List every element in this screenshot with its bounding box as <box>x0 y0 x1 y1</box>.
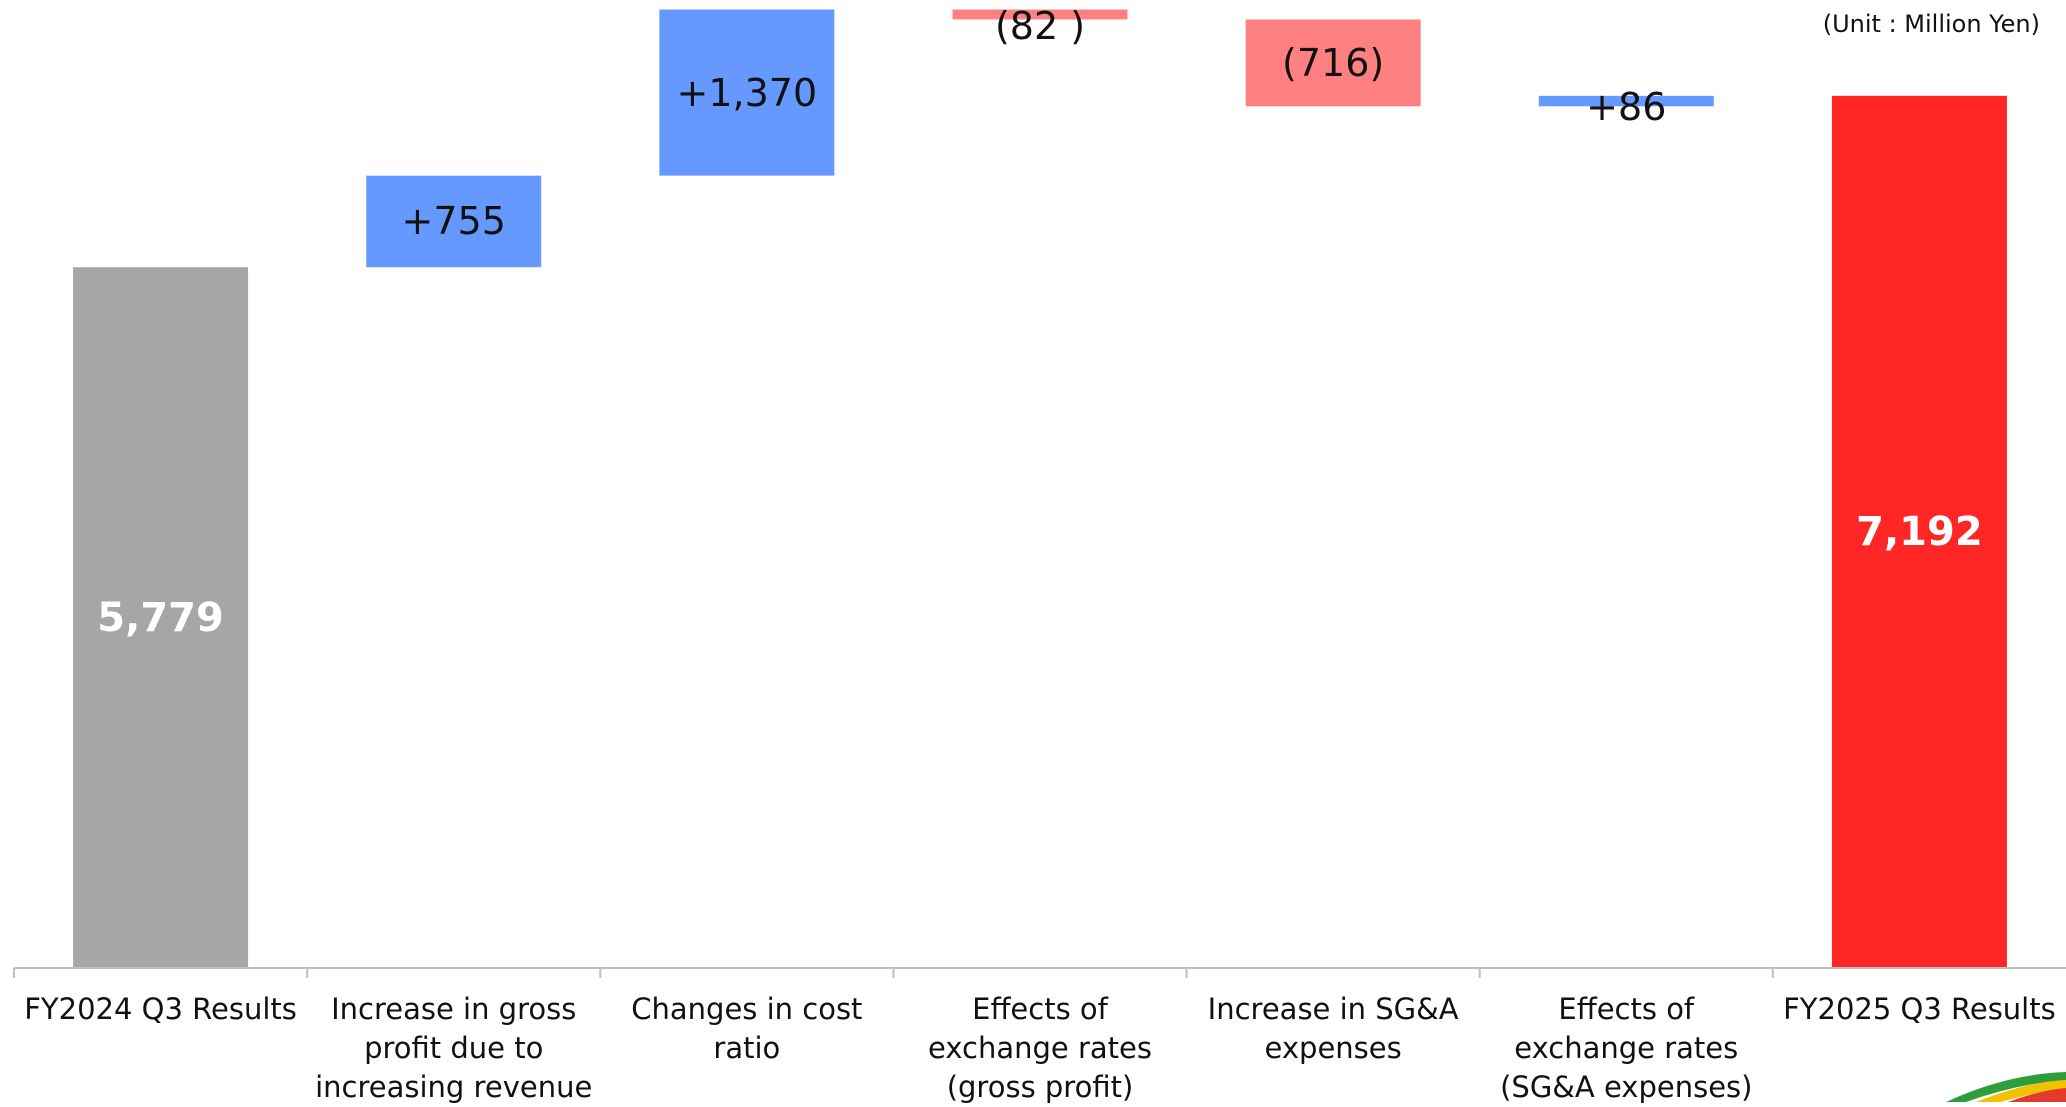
value-label-6: +86 <box>1586 85 1667 130</box>
category-label-7: FY2025 Q3 Results <box>1783 992 2056 1026</box>
category-label-3: Changes in cost ratio <box>631 992 863 1065</box>
bar-1 <box>73 267 249 968</box>
value-label-2: +755 <box>401 199 506 244</box>
bar-5 <box>1245 19 1421 107</box>
bar-7 <box>1831 95 2007 968</box>
value-label-5: (716) <box>1282 40 1385 85</box>
corner-swoosh-decoration <box>1946 1072 2066 1102</box>
value-label-4: (82 ) <box>994 4 1086 48</box>
bars-layer <box>73 9 2007 968</box>
unit-note: (Unit : Million Yen) <box>1822 10 2040 38</box>
value-label-1: 5,779 <box>97 594 224 641</box>
bar-6 <box>1538 95 1714 107</box>
category-label-6: Effects of exchange rates (SG&A expenses… <box>1500 992 1753 1104</box>
category-label-1: FY2024 Q3 Results <box>24 992 297 1026</box>
category-label-2: Increase in gross profit due to increasi… <box>315 992 593 1104</box>
category-label-5: Increase in SG&A expenses <box>1207 992 1459 1065</box>
bar-3 <box>659 9 835 176</box>
category-label-4: Effects of exchange rates (gross profit) <box>928 992 1152 1104</box>
value-label-7: 7,192 <box>1856 508 1983 555</box>
x-axis <box>13 967 2066 978</box>
bar-4 <box>952 9 1128 20</box>
value-label-3: +1,370 <box>676 70 818 115</box>
bar-2 <box>366 175 542 268</box>
